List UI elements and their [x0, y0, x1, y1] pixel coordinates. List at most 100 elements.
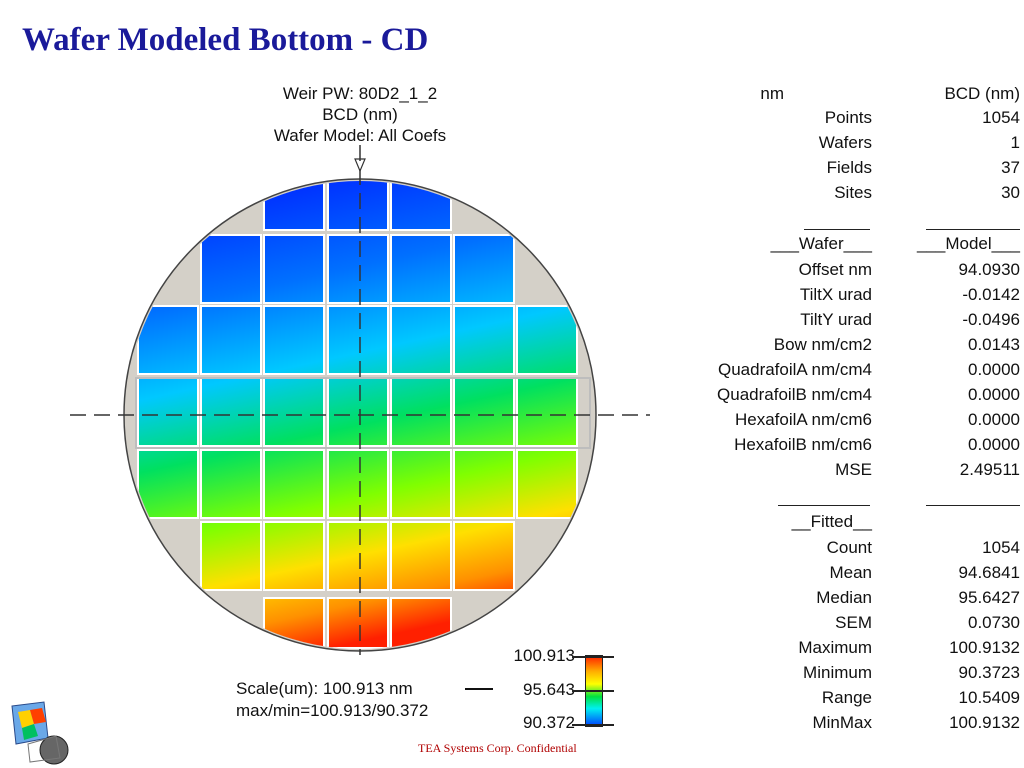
wafer-field[interactable] [200, 449, 262, 519]
wafer-field[interactable] [327, 234, 389, 304]
model-coef-row: QuadrafoilA nm/cm4 0.0000 [660, 358, 1024, 382]
summary-stat-row: Wafers 1 [660, 131, 1024, 155]
fitted-stat-row: MinMax 100.9132 [660, 711, 1024, 735]
fitted-stat-row-label: MinMax [812, 713, 872, 732]
wafer-field[interactable] [390, 377, 452, 447]
fitted-stat-row: Range 10.5409 [660, 686, 1024, 710]
colorbar-tick-mid [572, 690, 614, 692]
model-coef-row-value: -0.0142 [962, 285, 1020, 304]
wafer-field[interactable] [453, 234, 515, 304]
separator [926, 229, 1020, 230]
wafer-field[interactable] [327, 305, 389, 375]
wafer-field[interactable] [327, 449, 389, 519]
summary-stat-row: Fields 37 [660, 156, 1024, 180]
fitted-stat-row: Minimum 90.3723 [660, 661, 1024, 685]
fitted-stat-row-value: 0.0730 [968, 613, 1020, 632]
fitted-stat-row-label: Count [826, 538, 872, 557]
scale-max-min: max/min=100.913/90.372 [236, 701, 429, 720]
wafer-field[interactable] [200, 521, 262, 591]
model-coef-row-label: TiltX urad [799, 285, 872, 304]
wafer-field[interactable] [390, 597, 452, 649]
wafer-field[interactable] [390, 449, 452, 519]
wafer-field[interactable] [263, 305, 325, 375]
model-coef-row: TiltY urad -0.0496 [660, 308, 1024, 332]
wafer-map-metric-label: BCD (nm) [322, 105, 398, 124]
wafer-field[interactable] [263, 521, 325, 591]
model-coef-row-label: Offset nm [798, 260, 872, 279]
model-coef-row-label: QuadrafoilA nm/cm4 [717, 360, 872, 379]
stats-column-headers: nm BCD (nm) [660, 82, 1024, 106]
wafer-field[interactable] [263, 449, 325, 519]
fitted-stat-row: Count 1054 [660, 536, 1024, 560]
fitted-stat-row-value: 100.9132 [949, 713, 1020, 732]
stats-unit-header: nm [760, 84, 784, 103]
wafer-field[interactable] [327, 597, 389, 649]
wafer-field[interactable] [327, 521, 389, 591]
fitted-stat-row-value: 100.9132 [949, 638, 1020, 657]
summary-stat-row-label: Points [824, 108, 872, 127]
model-coef-row-label: HexafoilA nm/cm6 [735, 410, 872, 429]
colorbar-mid-label: 95.643 [523, 680, 575, 699]
crosshair [70, 145, 650, 655]
wafer-field[interactable] [516, 377, 578, 447]
model-coef-row: HexafoilA nm/cm6 0.0000 [660, 408, 1024, 432]
model-coef-row-value: -0.0496 [962, 310, 1020, 329]
wafer-field[interactable] [390, 234, 452, 304]
wafer-field[interactable] [137, 449, 199, 519]
wafer-field[interactable] [263, 377, 325, 447]
model-coef-row: HexafoilB nm/cm6 0.0000 [660, 433, 1024, 457]
wafer-field[interactable] [453, 377, 515, 447]
wafer-field[interactable] [390, 305, 452, 375]
summary-stat-row-value: 30 [1001, 183, 1020, 202]
wafer-field[interactable] [263, 180, 325, 231]
wafer-field[interactable] [137, 377, 199, 447]
wafer-field[interactable] [390, 521, 452, 591]
confidential-footer: TEA Systems Corp. Confidential [418, 741, 577, 755]
model-coef-row-value: 0.0000 [968, 360, 1020, 379]
fitted-stat-row-label: Median [816, 588, 872, 607]
summary-stat-row: Points 1054 [660, 106, 1024, 130]
model-coef-row-value: 0.0000 [968, 435, 1020, 454]
colorbar-min-label: 90.372 [523, 713, 575, 732]
fitted-stat-row-label: Range [821, 688, 872, 707]
wafer-field[interactable] [137, 305, 199, 375]
wafer-field[interactable] [453, 521, 515, 591]
summary-stat-row-value: 1054 [982, 108, 1020, 127]
model-coef-row-label: HexafoilB nm/cm6 [734, 435, 872, 454]
model-coef-row-value: 0.0000 [968, 410, 1020, 429]
tea-systems-logo-icon [11, 701, 69, 765]
slide-title: Wafer Modeled Bottom - CD [22, 22, 429, 58]
fitted-header-label: __Fitted__ [791, 512, 872, 531]
model-column-header: ___Model___ [916, 234, 1020, 253]
colorbar-max-label: 100.913 [513, 646, 575, 665]
wafer-field[interactable] [263, 234, 325, 304]
fitted-stat-row-label: Mean [829, 563, 872, 582]
field-grid [135, 180, 591, 649]
wafer-field[interactable] [200, 234, 262, 304]
wafer-field[interactable] [200, 305, 262, 375]
wafer-field[interactable] [327, 377, 389, 447]
stats-metric-header: BCD (nm) [944, 84, 1020, 103]
model-coef-row: MSE 2.49511 [660, 458, 1024, 482]
center-row-frame [135, 377, 591, 449]
wafer-field[interactable] [453, 449, 515, 519]
summary-stat-row-label: Fields [826, 158, 872, 177]
wafer-field[interactable] [516, 305, 578, 375]
fitted-stat-row: Mean 94.6841 [660, 561, 1024, 585]
wafer-map[interactable] [60, 145, 660, 665]
separator [804, 229, 870, 230]
summary-stat-row-label: Sites [834, 183, 872, 202]
fitted-stat-row: Maximum 100.9132 [660, 636, 1024, 660]
fitted-stat-row-label: Minimum [803, 663, 872, 682]
wafer-field[interactable] [453, 305, 515, 375]
fitted-stat-row-value: 1054 [982, 538, 1020, 557]
fitted-stat-row: Median 95.6427 [660, 586, 1024, 610]
model-coef-row: Offset nm 94.0930 [660, 258, 1024, 282]
model-coef-row-value: 94.0930 [958, 260, 1020, 279]
notch-marker [354, 158, 366, 173]
wafer-map-process-label: Weir PW: 80D2_1_2 [282, 84, 438, 103]
model-coef-row-label: MSE [835, 460, 872, 479]
wafer-field[interactable] [200, 377, 262, 447]
wafer-field[interactable] [516, 449, 578, 519]
wafer-field[interactable] [327, 180, 389, 231]
